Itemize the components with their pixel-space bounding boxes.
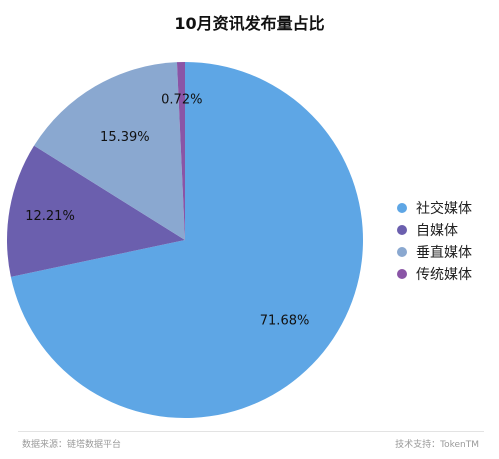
- footer-source: 数据来源：链塔数据平台: [22, 440, 122, 450]
- legend-item-social: 社交媒体: [397, 197, 472, 219]
- legend-dot-self-media: [397, 225, 407, 235]
- legend-item-self-media: 自媒体: [397, 219, 472, 241]
- pie-slice-traditional-media: [176, 62, 185, 240]
- chart-title: 10月资讯发布量占比: [174, 14, 325, 33]
- legend-dot-traditional-media: [397, 269, 407, 279]
- legend-label-traditional-media: 传统媒体: [416, 267, 472, 283]
- pie-slice-social: [10, 62, 363, 418]
- legend-dot-vertical-media: [397, 247, 407, 257]
- legend-label-self-media: 自媒体: [416, 223, 458, 239]
- footer-divider: [18, 431, 484, 432]
- slice-label-traditional-media: 0.72%: [161, 92, 202, 107]
- legend-label-vertical-media: 垂直媒体: [416, 245, 472, 261]
- pie-slice-vertical-media: [34, 62, 186, 240]
- slice-label-social: 71.68%: [260, 314, 310, 329]
- legend-item-traditional-media: 传统媒体: [397, 263, 472, 285]
- legend-dot-social: [397, 203, 407, 213]
- pie-slice-self-media: [6, 145, 185, 277]
- slice-label-vertical-media: 15.39%: [100, 130, 150, 145]
- footer-tech-support: 技术支持：TokenTM: [395, 440, 479, 450]
- legend-item-vertical-media: 垂直媒体: [397, 241, 472, 263]
- legend: 社交媒体 自媒体 垂直媒体 传统媒体: [397, 197, 472, 285]
- legend-label-social: 社交媒体: [416, 201, 472, 217]
- slice-label-self-media: 12.21%: [25, 209, 75, 224]
